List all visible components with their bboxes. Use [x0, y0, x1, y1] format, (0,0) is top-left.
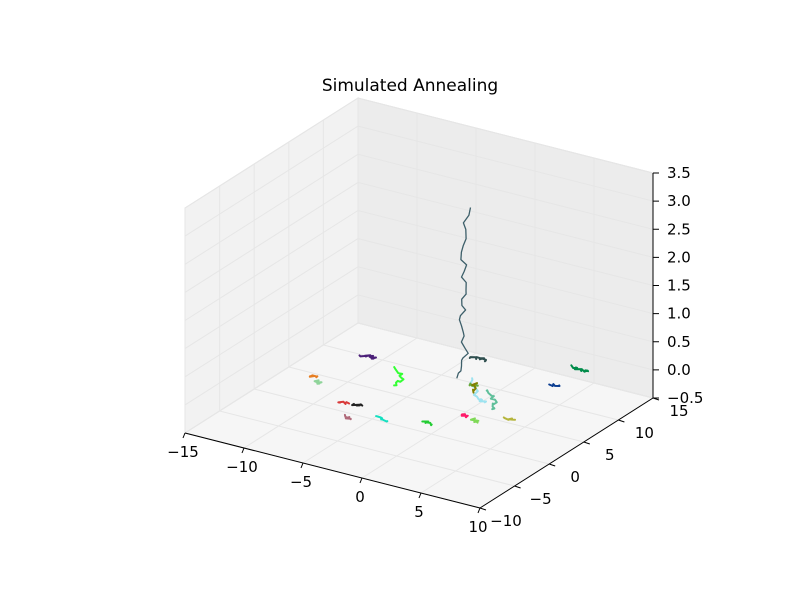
y-tick-label: −10: [490, 512, 522, 530]
x-tick-mark: [241, 447, 245, 454]
series-line: [358, 354, 377, 360]
grid-line-z: [184, 209, 654, 321]
series-line: [375, 415, 389, 423]
y-tick-label: 15: [669, 402, 688, 420]
y-tick-label: 0: [570, 468, 580, 486]
grid-line-z: [184, 322, 654, 434]
series-line: [469, 417, 480, 424]
series-line: [548, 383, 561, 388]
grid-line-z: [184, 125, 654, 237]
y-tick-mark: [514, 485, 521, 489]
grid-line-z: [184, 294, 654, 406]
x-tick-label: 0: [355, 488, 365, 506]
x-tick-mark: [359, 477, 363, 484]
grid-line-z: [184, 266, 654, 378]
series-line: [308, 374, 319, 379]
x-tick-label: 10: [468, 518, 487, 536]
y-axis-line: [479, 397, 654, 509]
x-tick-mark: [418, 492, 422, 499]
series-line: [502, 416, 516, 421]
y-tick-label: 5: [605, 446, 615, 464]
y-tick-mark: [479, 507, 487, 511]
z-tick-label: 3.5: [667, 164, 691, 182]
grid-line-z: [184, 238, 654, 350]
y-tick-label: −5: [530, 490, 552, 508]
z-tick-label: 2.5: [667, 220, 691, 238]
series-line: [460, 413, 469, 419]
z-tick-label: 1.0: [667, 305, 691, 323]
data-series: [308, 207, 590, 427]
series-line: [570, 364, 590, 373]
x-tick-label: −5: [290, 473, 312, 491]
z-tick-label: 2.0: [667, 248, 691, 266]
x-axis-line: [184, 432, 481, 509]
z-tick-label: −0.5: [667, 389, 703, 407]
chart-title: Simulated Annealing: [322, 76, 498, 96]
z-tick-label: 0.5: [667, 333, 691, 351]
y-tick-label: 10: [635, 424, 654, 442]
series-line: [456, 207, 472, 379]
x-tick-label: −15: [167, 443, 199, 461]
series-line: [485, 389, 498, 411]
series-line: [337, 400, 351, 405]
grid-line-z: [184, 181, 654, 293]
x-tick-label: −10: [226, 458, 258, 476]
x-tick-mark: [182, 432, 186, 439]
x-tick-label: 5: [414, 503, 424, 521]
y-tick-mark: [549, 463, 556, 467]
series-line: [351, 402, 364, 407]
x-tick-mark: [477, 507, 481, 514]
y-tick-mark: [583, 441, 590, 445]
y-tick-mark: [618, 419, 625, 423]
axes-panes: [183, 97, 655, 509]
z-tick-label: 0.0: [667, 361, 691, 379]
grid-line-z: [184, 97, 654, 209]
z-tick-label: 3.0: [667, 192, 691, 210]
series-line: [421, 420, 433, 427]
series-line: [313, 379, 323, 385]
series-line: [468, 356, 487, 363]
series-line: [343, 413, 352, 421]
z-tick-label: 1.5: [667, 277, 691, 295]
x-tick-mark: [300, 462, 304, 469]
series-line: [471, 382, 479, 394]
series-line: [393, 366, 405, 387]
grid-line-z: [184, 153, 654, 265]
